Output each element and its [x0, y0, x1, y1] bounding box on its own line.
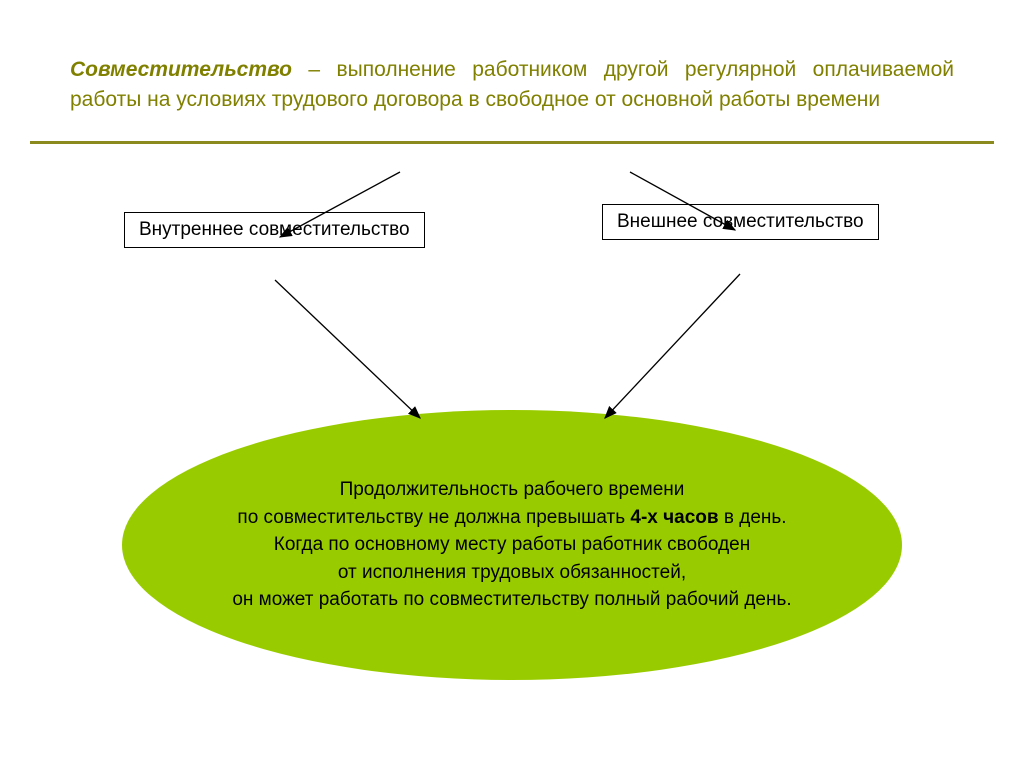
box-internal-label: Внутреннее совместительство: [139, 219, 410, 240]
ellipse-text: Продолжительность рабочего времени по со…: [232, 476, 791, 614]
definition-term: Совместительство: [70, 58, 292, 81]
definition-header: Совместительство – выполнение работником…: [0, 0, 1024, 141]
divider-line: [30, 141, 994, 144]
box-external-label: Внешнее совместительство: [617, 211, 864, 232]
ellipse-line2a: по совместительству не должна превышать: [237, 507, 630, 528]
info-ellipse: Продолжительность рабочего времени по со…: [122, 410, 902, 680]
arrow-bottom-left: [275, 280, 420, 418]
branch-boxes: Внутреннее совместительство Внешнее совм…: [0, 212, 1024, 272]
ellipse-container: Продолжительность рабочего времени по со…: [122, 410, 902, 680]
ellipse-line2c: в день.: [719, 507, 787, 528]
ellipse-line2b: 4-х часов: [630, 507, 718, 528]
ellipse-line5: он может работать по совместительству по…: [232, 589, 791, 610]
ellipse-line1: Продолжительность рабочего времени: [340, 479, 685, 500]
arrow-bottom-right: [605, 274, 740, 418]
ellipse-line3: Когда по основному месту работы работник…: [274, 534, 750, 555]
ellipse-line4: от исполнения трудовых обязанностей,: [338, 562, 686, 583]
box-external: Внешнее совместительство: [602, 204, 879, 240]
box-internal: Внутреннее совместительство: [124, 212, 425, 248]
